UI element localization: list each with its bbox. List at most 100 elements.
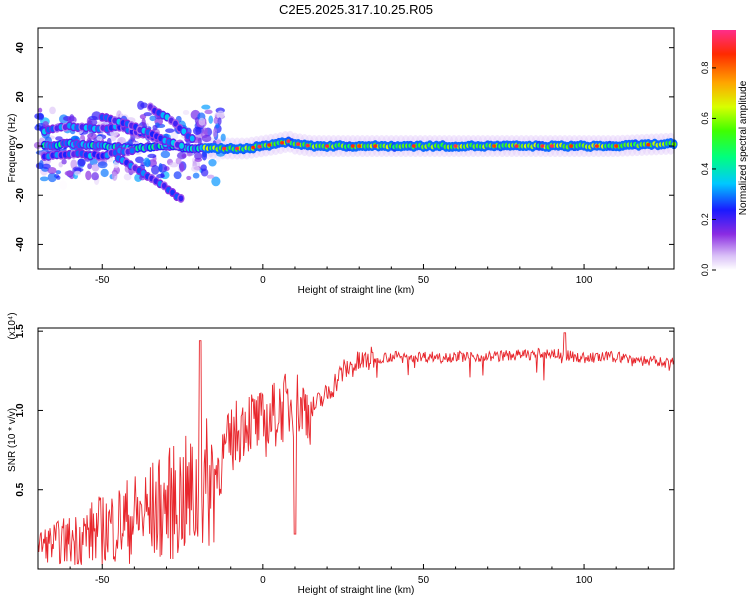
spectrogram-noise-blob [216, 110, 225, 120]
snr-x-label: Height of straight line (km) [298, 585, 415, 596]
snr-x-tick-label: 0 [260, 575, 266, 586]
spectrogram-noise-blob [152, 124, 158, 131]
spectrogram-noise-blob [200, 168, 209, 177]
spectrogram-noise-blob [47, 167, 57, 174]
spectrogram-noise-blob [135, 156, 144, 164]
spectrogram-peak [492, 144, 497, 148]
colorbar-tick-label: 0.0 [700, 264, 710, 277]
spectrogram-noise-blob [160, 150, 171, 159]
spectrogram-noise-blob [201, 104, 211, 110]
spectrogram-peak [257, 144, 262, 149]
colorbar-tick-label: 0.2 [700, 213, 710, 226]
spectrogram-noise-blob [208, 115, 214, 124]
spectrogram-noise-blob [47, 172, 57, 183]
spectrogram-x-label: Height of straight line (km) [298, 285, 415, 296]
spectrogram-noise-blob [170, 131, 179, 141]
spectrogram-peak [280, 140, 285, 145]
spectrogram-axes: -50 0 50 100 -40 -20 0 20 40 [15, 42, 674, 286]
spectrogram-noise-blob [87, 132, 97, 140]
snr-x-tick-label: 100 [576, 575, 593, 586]
spectrogram-noise-blob [100, 168, 109, 178]
spectrogram-peak [453, 144, 458, 148]
spectrogram-ridge-cell [161, 182, 167, 189]
colorbar-ticks: 0.0 0.2 0.4 0.6 0.8 [700, 62, 716, 277]
spectrogram-noise-blob [55, 170, 62, 175]
snr-series-line [37, 332, 675, 565]
colorbar-tick-label: 0.4 [700, 163, 710, 176]
spectrogram-heatmap [33, 100, 678, 203]
spectrogram-noise-blob [158, 162, 163, 173]
spectrogram-noise-blob [141, 118, 146, 126]
spectrogram-x-tick-label: 0 [260, 275, 266, 286]
snr-x-tick-label: -50 [95, 575, 110, 586]
spectrogram-noise-blob [198, 117, 206, 126]
spectrogram-x-tick-label: 100 [576, 275, 593, 286]
spectrogram-peak [594, 144, 599, 148]
spectrogram-noise-blob [211, 176, 221, 187]
spectrogram-noise-blob [181, 153, 187, 159]
spectrogram-noise-blob [41, 163, 51, 169]
spectrogram-peak [296, 142, 301, 146]
spectrogram-noise-blob [65, 170, 73, 177]
spectrogram-frame [37, 27, 675, 270]
spectrogram-ridge-cell [173, 120, 178, 127]
spectrogram-noise-blob [179, 162, 185, 173]
colorbar-label: Normalized spectral amplitude [738, 80, 749, 215]
spectrogram-noise-blob [97, 161, 108, 169]
spectrogram-noise-blob [39, 160, 44, 170]
spectrogram-noise-blob [73, 167, 84, 172]
spectrogram-noise-blob [56, 175, 61, 180]
spectrogram-noise-blob [134, 173, 143, 183]
spectrogram-peak [411, 144, 416, 148]
spectrogram-noise-blob [201, 134, 212, 143]
spectrogram-noise-blob [213, 117, 219, 125]
spectrogram-noise-blob [215, 156, 221, 163]
snr-y-label: SNR (10 * v/v) [7, 408, 18, 472]
snr-y-tick-label: 0.5 [15, 482, 26, 496]
spectrogram-noise-blob [143, 112, 152, 117]
spectrogram-peak [251, 145, 256, 150]
spectrogram-noise-blob [39, 176, 49, 182]
spectrogram-noise-blob [111, 171, 118, 181]
spectrogram-noise-blob [77, 158, 86, 167]
spectrogram-peak [373, 144, 378, 148]
colorbar-bar [712, 30, 736, 270]
colorbar: 0.0 0.2 0.4 0.6 0.8 Normalized spectral ampl… [700, 30, 749, 276]
spectrogram-noise-blob [147, 153, 157, 159]
spectrogram-x-tick-label: -50 [95, 275, 110, 286]
spectrogram-peak [325, 144, 330, 148]
spectrogram-y-tick-label: 40 [15, 42, 26, 54]
spectrogram-noise-blob [191, 165, 200, 172]
spectrogram-noise-blob [217, 117, 222, 126]
spectrogram-peak [514, 144, 519, 148]
spectrogram-noise-blob [220, 133, 226, 142]
spectrogram-noise-blob [91, 163, 100, 172]
spectrogram-noise-blob [96, 135, 103, 141]
spectrogram-peak [540, 144, 545, 148]
spectrogram-noise-blob [149, 115, 156, 122]
snr-scale-label: (x10⁴) [7, 312, 18, 339]
spectrogram-noise-blob [186, 175, 192, 181]
spectrogram-peak [222, 146, 227, 151]
spectrogram-y-tick-label: 20 [15, 91, 26, 103]
spectrogram-peak [350, 144, 355, 148]
spectrogram-peak [357, 144, 362, 148]
spectrogram-noise-blob [151, 165, 160, 175]
colorbar-tick-label: 0.8 [700, 62, 710, 75]
spectrogram-peak [646, 142, 651, 147]
spectrogram-noise-blob [91, 172, 99, 181]
spectrogram-noise-blob [182, 110, 190, 115]
spectrogram-peak [569, 144, 574, 148]
spectrogram-y-tick-label: -20 [15, 188, 26, 203]
spectrogram-noise-blob [192, 172, 200, 179]
snr-y-tick-label: 1.0 [15, 403, 26, 417]
spectrogram-noise-blob [49, 106, 56, 115]
spectrogram-peak [235, 146, 240, 151]
spectrogram-noise-blob [156, 173, 165, 179]
spectrogram-noise-blob [169, 162, 179, 168]
spectrogram-y-tick-label: -40 [15, 237, 26, 252]
spectrogram-noise-blob [208, 159, 217, 167]
spectrogram-x-tick-label: 50 [418, 275, 430, 286]
colorbar-tick-label: 0.6 [700, 112, 710, 125]
